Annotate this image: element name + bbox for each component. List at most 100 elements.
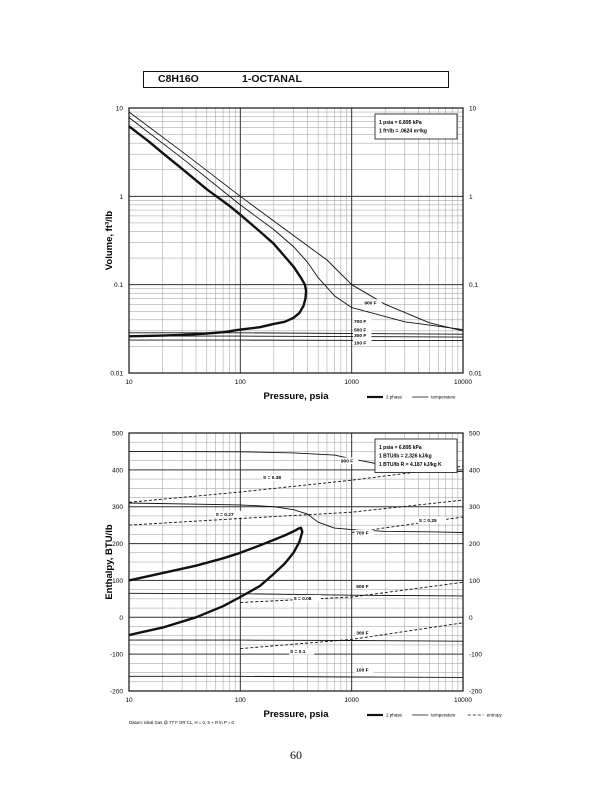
chart-title-box: C8H16O 1-OCTANAL: [143, 71, 449, 88]
x-axis-label: Pressure, psia: [264, 709, 330, 720]
curve-label-bg: [289, 648, 315, 655]
series-line-100-f: [129, 339, 464, 342]
y-tick-label: 300: [112, 504, 123, 511]
series-line-500-f: [129, 332, 464, 335]
y-tick-label: -100: [110, 652, 123, 659]
series-line-300-f: [129, 335, 464, 338]
x-tick-label: 10: [125, 379, 133, 386]
y-tick-label-right: 1: [469, 194, 473, 201]
curve-label: 500 F: [356, 584, 368, 590]
conversion-info-line: 1 BTU/lb = 2.326 kJ/kg: [379, 454, 432, 460]
curve-label: 700 F: [354, 319, 366, 325]
y-tick-label: 200: [112, 541, 123, 548]
legend-label: temperature: [431, 713, 456, 718]
y-tick-label-right: -100: [469, 652, 482, 659]
y-tick-label: 10: [116, 106, 124, 113]
curve-label: S = 0.08: [293, 596, 311, 602]
y-tick-label: 500: [112, 431, 123, 438]
curve-label-bg: [363, 299, 382, 306]
x-tick-label: 1000: [344, 379, 359, 386]
curve-label: S = 0.38: [263, 475, 281, 481]
curve-label: 300 F: [354, 333, 366, 339]
curve-label-bg: [353, 317, 372, 325]
curve-label: 300 F: [356, 631, 368, 637]
x-tick-label: 100: [235, 379, 246, 386]
curve-label-bg: [214, 510, 244, 518]
curve-label: 100 F: [356, 667, 368, 673]
y-tick-label: 0.1: [114, 282, 123, 289]
series-line-s-0-38: [128, 465, 464, 503]
series-line-300-f: [129, 639, 464, 642]
conversion-info-box: [374, 113, 458, 140]
plot-frame: [128, 432, 464, 692]
y-tick-label-right: 0.1: [469, 282, 478, 289]
curve-label-bg: [292, 594, 321, 602]
y-tick-label-right: -200: [469, 689, 482, 696]
curve-label-bg: [339, 457, 359, 464]
x-tick-label: 10000: [454, 697, 472, 704]
plot-frame: [128, 107, 464, 374]
y-tick-label: 400: [112, 467, 123, 474]
curve-label: S = 0.1: [290, 649, 306, 655]
series-line-700-f: [128, 117, 464, 331]
y-tick-label-right: 500: [469, 431, 480, 438]
y-tick-label-right: 0: [469, 615, 473, 622]
curve-label-bg: [355, 582, 374, 590]
chemical-formula: C8H16O: [158, 73, 199, 85]
x-tick-label: 10: [125, 697, 133, 704]
y-tick-label-right: 300: [469, 504, 480, 511]
y-axis-label: Volume, ft³/lb: [104, 211, 115, 271]
curve-label: S = 0.25: [419, 518, 437, 524]
curve-label: 900 F: [341, 458, 353, 464]
series-line-700-f: [128, 502, 464, 533]
datum-footnote: Datum: Ideal Gas @ 77 F OR CL, H = 0, S …: [129, 720, 235, 725]
conversion-info-line: 1 psia = 6.895 kPa: [379, 120, 422, 126]
series-line-2-phase: [128, 526, 304, 637]
series-line-s-0-27: [128, 499, 464, 526]
curve-label-bg: [355, 666, 374, 673]
curve-label-bg: [262, 474, 291, 481]
y-tick-label: 0: [119, 615, 123, 622]
legend-label: 2 phase: [386, 713, 403, 718]
curve-label-bg: [355, 629, 374, 637]
x-tick-label: 100: [235, 697, 246, 704]
curve-label: 500 F: [354, 327, 366, 333]
series-line-900-f: [128, 111, 464, 332]
y-axis-label: Enthalpy, BTU/lb: [104, 524, 115, 599]
curve-label-bg: [355, 529, 374, 537]
series-line-s-0-1: [240, 622, 464, 650]
series-line-100-f: [129, 675, 464, 678]
series-line-500-f: [128, 592, 464, 597]
legend-label: entropy: [487, 713, 503, 718]
page-number: 60: [290, 748, 302, 762]
curve-label-bg: [353, 332, 372, 339]
y-tick-label: 1: [119, 194, 123, 201]
y-tick-label: -200: [110, 689, 123, 696]
series-line-s-0-08: [240, 581, 464, 603]
legend-label: 2 phase: [386, 395, 403, 400]
y-tick-label-right: 0.01: [469, 371, 482, 378]
conversion-info-line: 1 ft³/lb = .0624 m³/kg: [379, 129, 427, 135]
y-tick-label-right: 200: [469, 541, 480, 548]
y-tick-label-right: 100: [469, 578, 480, 585]
x-tick-label: 1000: [344, 697, 359, 704]
curve-label-bg: [353, 326, 372, 333]
curve-label-bg: [417, 517, 447, 524]
x-axis-label: Pressure, psia: [264, 391, 330, 402]
legend-label: temperature: [431, 395, 456, 400]
curve-label: 900 F: [364, 300, 376, 306]
series-line-2-phase: [128, 125, 308, 338]
conversion-info-line: 1 psia = 6.895 kPa: [379, 445, 422, 451]
conversion-info-line: 1 BTU/lb R = 4.187 kJ/kg K: [379, 462, 442, 468]
curve-label: S = 0.27: [216, 512, 234, 518]
curve-label: 100 F: [354, 341, 366, 347]
y-tick-label-right: 400: [469, 467, 480, 474]
y-tick-label: 0.01: [110, 371, 123, 378]
y-tick-label-right: 10: [469, 106, 477, 113]
curve-label: 700 F: [356, 531, 368, 537]
x-tick-label: 10000: [454, 379, 472, 386]
conversion-info-box: [374, 438, 458, 473]
